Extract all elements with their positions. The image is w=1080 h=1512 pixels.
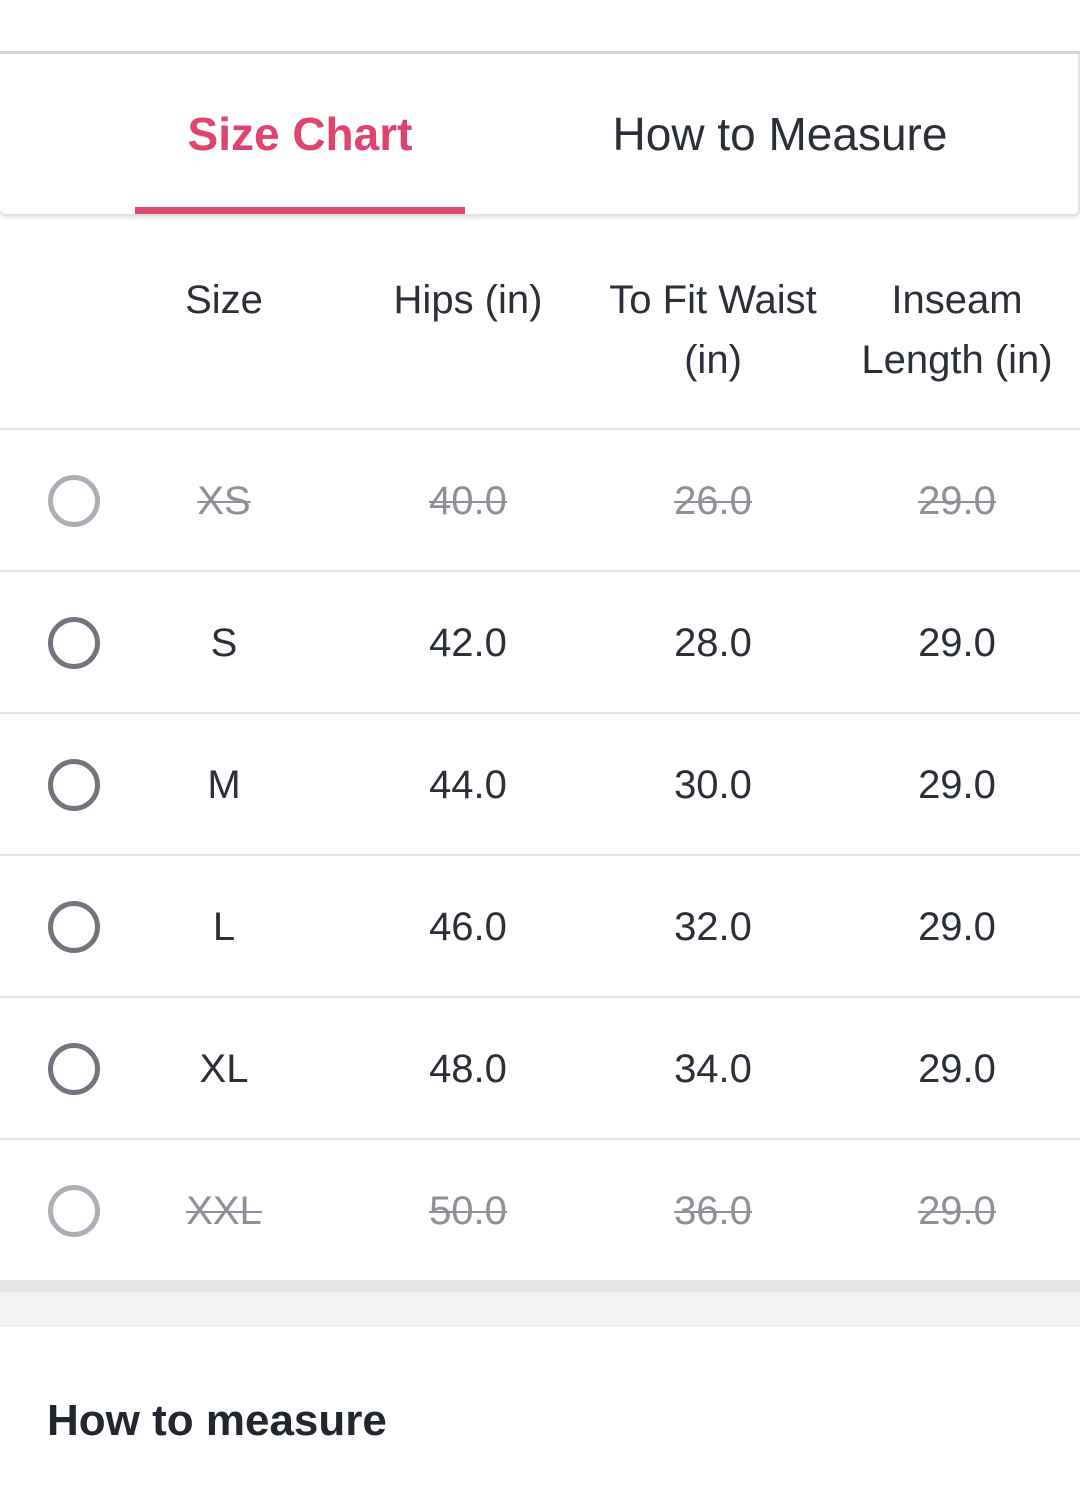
cell-waist: 34.0	[674, 1046, 752, 1091]
cell-size: S	[210, 620, 238, 665]
cell-size: XL	[199, 1046, 249, 1091]
header-waist: To Fit Waist (in)	[590, 270, 836, 390]
table-row[interactable]: XL 48.0 34.0 29.0	[0, 996, 1080, 1140]
cell-hips: 50.0	[429, 1188, 507, 1233]
tab-bar: Size Chart How to Measure	[0, 54, 1080, 214]
tab-how-to-measure[interactable]: How to Measure	[612, 108, 948, 160]
cell-hips: 46.0	[429, 904, 507, 949]
cell-inseam: 29.0	[918, 620, 996, 665]
cell-hips: 42.0	[429, 620, 507, 665]
header-inseam-line1: Inseam	[891, 278, 1023, 322]
size-radio[interactable]	[48, 1043, 100, 1095]
cell-hips: 40.0	[429, 478, 507, 523]
cell-inseam: 29.0	[918, 478, 996, 523]
cell-size: L	[212, 904, 236, 949]
cell-size: XXL	[186, 1188, 262, 1233]
size-radio[interactable]	[48, 475, 100, 527]
cell-size: M	[207, 762, 241, 807]
cell-waist: 28.0	[674, 620, 752, 665]
header-inseam: Inseam Length (in)	[845, 270, 1069, 390]
table-row[interactable]: XS 40.0 26.0 29.0	[0, 428, 1080, 572]
size-radio[interactable]	[48, 901, 100, 953]
cell-waist: 26.0	[674, 478, 752, 523]
how-to-measure-heading: How to measure	[47, 1396, 387, 1445]
size-radio[interactable]	[48, 759, 100, 811]
cell-waist: 36.0	[674, 1188, 752, 1233]
cell-inseam: 29.0	[918, 1046, 996, 1091]
table-row[interactable]: XXL 50.0 36.0 29.0	[0, 1138, 1080, 1282]
size-radio[interactable]	[48, 617, 100, 669]
table-row[interactable]: M 44.0 30.0 29.0	[0, 712, 1080, 856]
active-tab-indicator	[135, 207, 465, 214]
cell-waist: 30.0	[674, 762, 752, 807]
cell-inseam: 29.0	[918, 1188, 996, 1233]
tab-size-chart[interactable]: Size Chart	[187, 108, 413, 160]
table-row[interactable]: L 46.0 32.0 29.0	[0, 854, 1080, 998]
cell-size: XS	[197, 478, 251, 523]
cell-hips: 44.0	[429, 762, 507, 807]
header-waist-line2: (in)	[684, 338, 742, 382]
divider	[0, 51, 1080, 54]
header-size: Size	[185, 278, 263, 322]
divider	[0, 1280, 1080, 1292]
header-waist-line1: To Fit Waist	[609, 278, 817, 322]
cell-waist: 32.0	[674, 904, 752, 949]
cell-hips: 48.0	[429, 1046, 507, 1091]
header-inseam-line2: Length (in)	[861, 338, 1053, 382]
section-separator	[0, 1292, 1080, 1327]
header-hips: Hips (in)	[393, 278, 543, 322]
cell-inseam: 29.0	[918, 904, 996, 949]
table-row[interactable]: S 42.0 28.0 29.0	[0, 570, 1080, 714]
cell-inseam: 29.0	[918, 762, 996, 807]
size-radio[interactable]	[48, 1185, 100, 1237]
